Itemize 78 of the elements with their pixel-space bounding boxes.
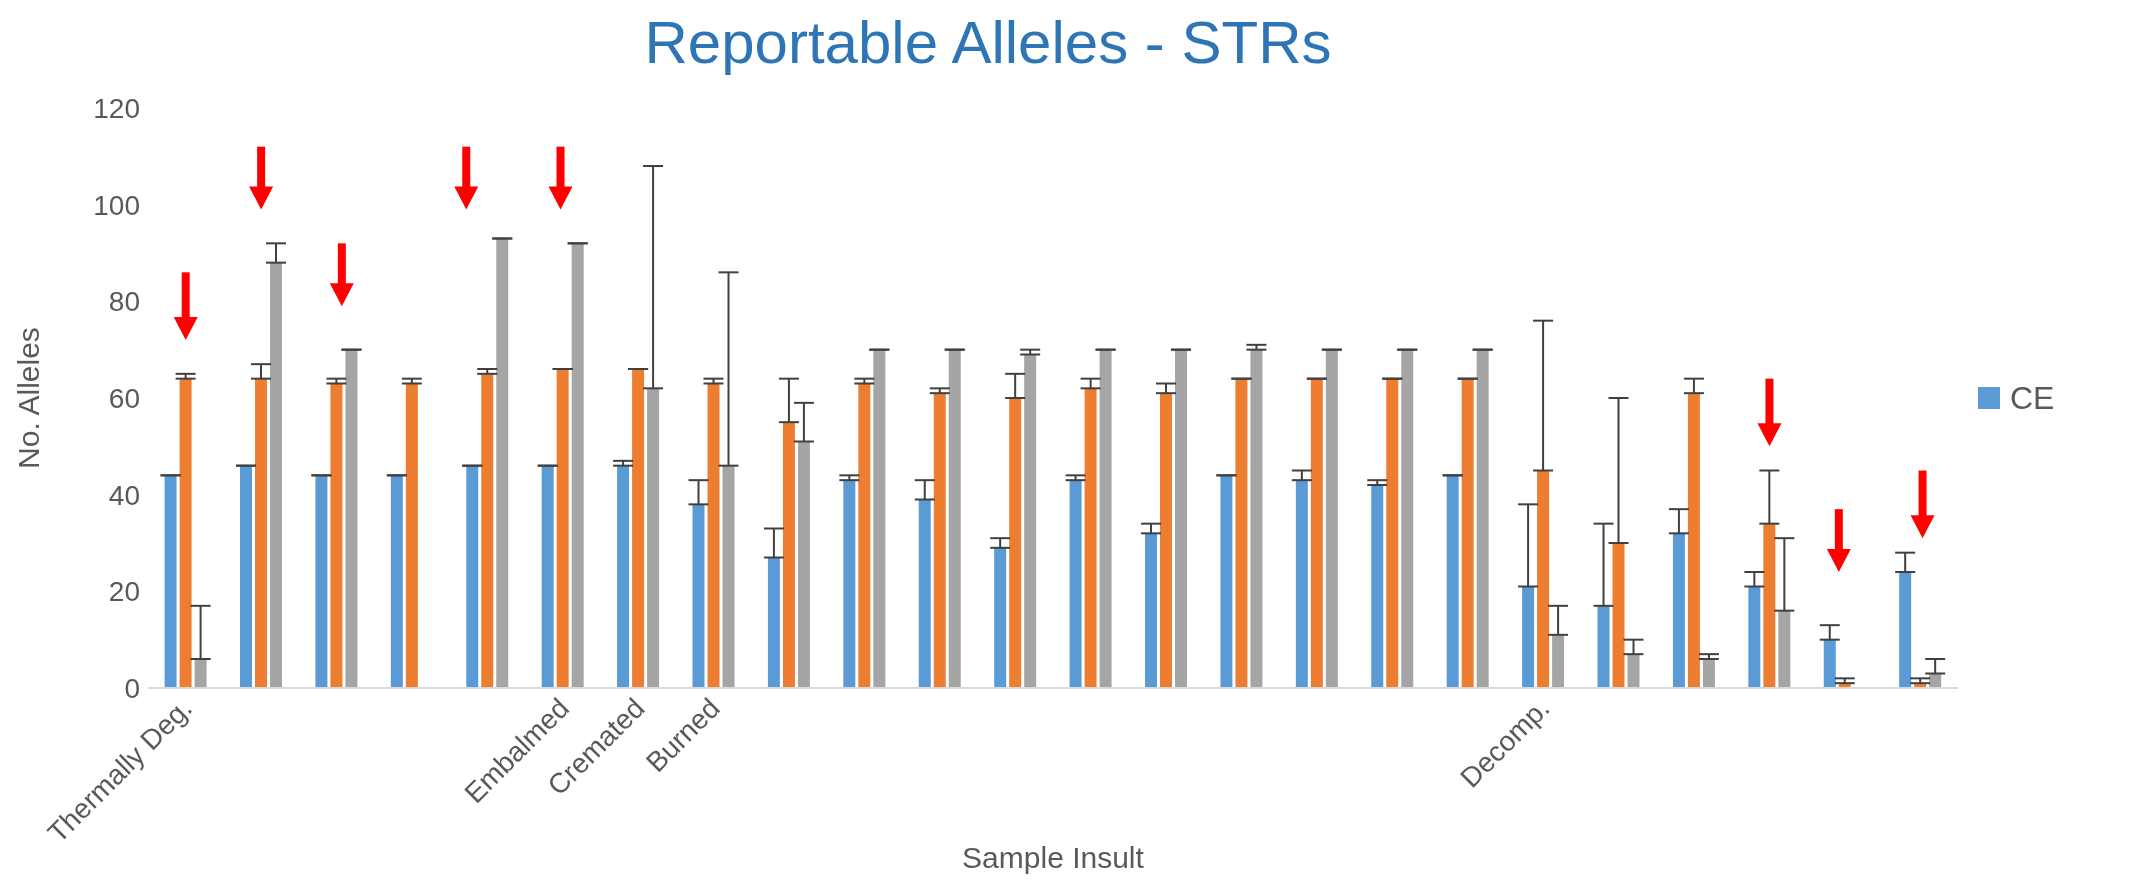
bar xyxy=(194,659,207,688)
bar xyxy=(1325,349,1338,688)
bar xyxy=(1160,393,1173,688)
bar xyxy=(1145,533,1158,688)
bar xyxy=(481,373,494,688)
bar xyxy=(617,465,630,688)
y-tick-label: 60 xyxy=(108,382,140,414)
x-axis-title: Sample Insult xyxy=(962,841,1145,874)
bar xyxy=(1461,378,1474,688)
bar xyxy=(797,441,810,688)
bar xyxy=(918,499,931,688)
bar xyxy=(1371,485,1384,688)
bar xyxy=(1084,388,1097,688)
bar xyxy=(858,383,871,688)
bar xyxy=(1702,659,1715,688)
bar xyxy=(1476,349,1489,688)
bar xyxy=(1778,610,1791,688)
bar xyxy=(405,383,418,688)
y-tick-label: 80 xyxy=(108,286,140,318)
chart-title: Reportable Alleles - STRs xyxy=(643,8,1333,77)
bar xyxy=(994,547,1007,688)
bar xyxy=(164,475,177,688)
bar xyxy=(1310,378,1323,688)
bar xyxy=(647,388,660,688)
bar xyxy=(722,465,735,688)
bar xyxy=(1175,349,1188,688)
bar xyxy=(466,465,479,688)
bar xyxy=(541,465,554,688)
bar xyxy=(1748,586,1761,688)
bar xyxy=(571,243,584,688)
bar xyxy=(1763,523,1776,688)
bar xyxy=(1612,543,1625,688)
bar xyxy=(1627,654,1640,688)
bar xyxy=(1401,349,1414,688)
bar xyxy=(1009,398,1022,688)
bar xyxy=(1899,572,1912,688)
bar xyxy=(1295,480,1308,688)
bar xyxy=(556,369,569,688)
bar xyxy=(179,378,192,688)
bar xyxy=(240,465,253,688)
bar xyxy=(948,349,961,688)
bar xyxy=(692,504,705,688)
bar xyxy=(255,378,268,688)
bar xyxy=(843,480,856,688)
bar xyxy=(707,383,720,688)
bar xyxy=(270,262,283,688)
bar xyxy=(1672,533,1685,688)
bar xyxy=(632,369,645,688)
bar xyxy=(933,393,946,688)
bar xyxy=(1597,605,1610,688)
bar xyxy=(345,349,358,688)
bar xyxy=(496,238,509,688)
bar xyxy=(1220,475,1233,688)
bar xyxy=(1552,634,1565,688)
bar xyxy=(1522,586,1535,688)
y-tick-label: 20 xyxy=(108,576,140,608)
bar xyxy=(1235,378,1248,688)
legend-label: CE xyxy=(2010,379,2055,417)
bar xyxy=(1823,639,1836,688)
y-tick-label: 120 xyxy=(93,92,140,124)
bar xyxy=(1446,475,1459,688)
bar xyxy=(330,383,343,688)
y-axis-title: No. Alleles xyxy=(11,327,45,469)
bar xyxy=(782,422,795,688)
bar xyxy=(1537,470,1550,688)
y-tick-label: 0 xyxy=(124,672,140,704)
bar xyxy=(767,557,780,688)
y-tick-label: 100 xyxy=(93,189,140,221)
bar xyxy=(873,349,886,688)
bar xyxy=(1024,354,1037,688)
bar xyxy=(1687,393,1700,688)
bar xyxy=(1250,349,1263,688)
bar xyxy=(1386,378,1399,688)
y-tick-label: 40 xyxy=(108,479,140,511)
bar xyxy=(315,475,328,688)
bar xyxy=(1099,349,1112,688)
bar xyxy=(390,475,403,688)
bar xyxy=(1069,480,1082,688)
